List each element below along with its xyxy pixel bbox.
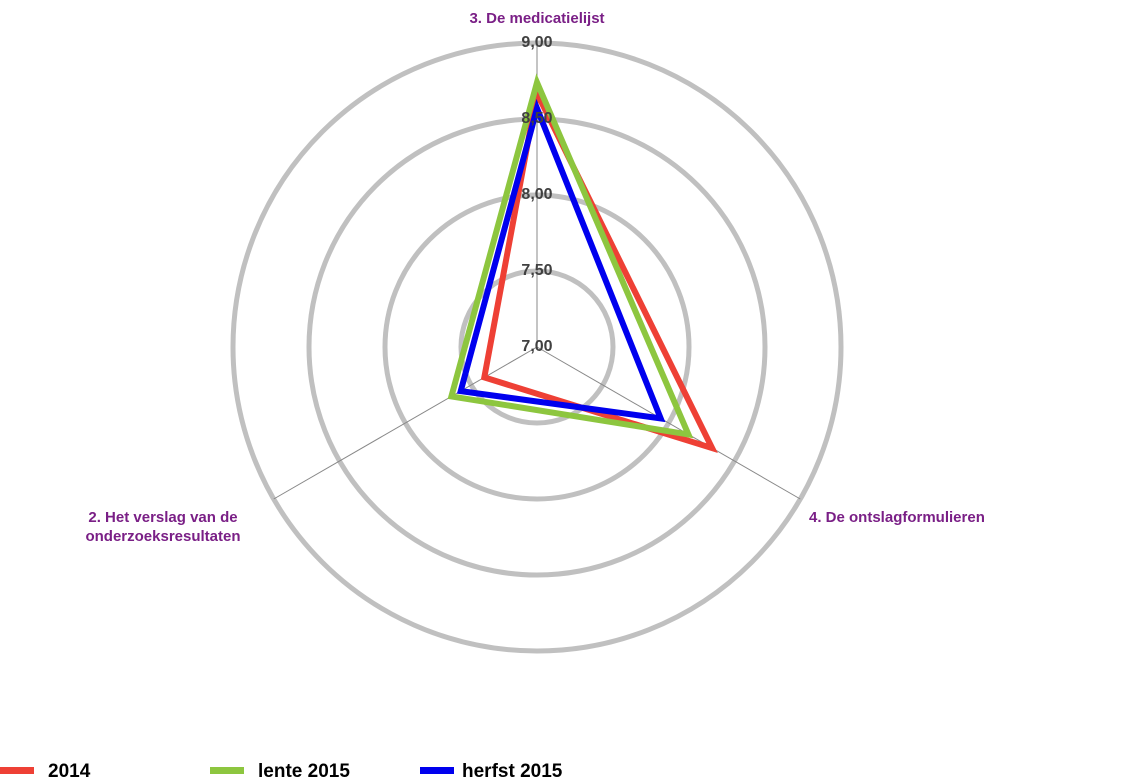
axis-spoke bbox=[273, 346, 538, 500]
series-line bbox=[447, 73, 694, 439]
r-tick-label: 8,50 bbox=[521, 110, 552, 127]
r-tick-label: 7,50 bbox=[521, 262, 552, 279]
category-label: 2. Het verslag van de onderzoeksresultat… bbox=[85, 509, 241, 545]
series-line bbox=[456, 98, 666, 423]
r-tick-label: 7,00 bbox=[521, 338, 552, 355]
legend-swatch bbox=[0, 767, 34, 774]
legend-label: lente 2015 bbox=[258, 761, 350, 782]
r-tick-label: 9,00 bbox=[521, 34, 552, 51]
category-label: 4. De ontslagformulieren bbox=[809, 509, 985, 526]
legend-label: herfst 2015 bbox=[462, 761, 563, 782]
legend-swatch bbox=[210, 767, 244, 774]
r-tick-label: 8,00 bbox=[521, 186, 552, 203]
legend-swatch bbox=[420, 767, 454, 774]
category-label: 3. De medicatielijst bbox=[469, 10, 605, 27]
axis-spoke bbox=[536, 346, 801, 500]
legend-label: 2014 bbox=[48, 761, 91, 782]
